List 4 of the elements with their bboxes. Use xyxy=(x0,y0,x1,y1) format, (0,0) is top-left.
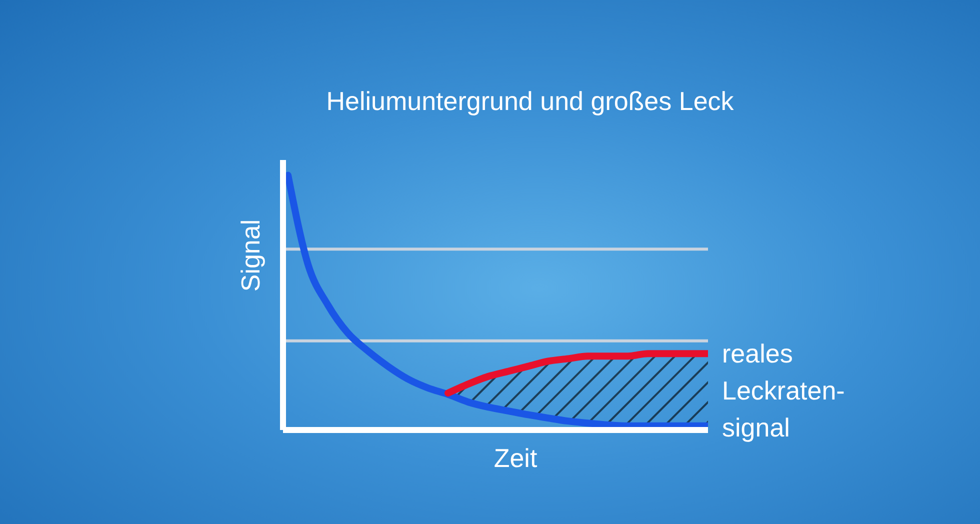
series-label: reales Leckraten-signal xyxy=(722,338,845,443)
x-axis-title: Zeit xyxy=(492,443,538,474)
y-axis-title: Signal xyxy=(236,219,267,292)
chart-title: Heliumuntergrund und großes Leck xyxy=(325,86,735,117)
